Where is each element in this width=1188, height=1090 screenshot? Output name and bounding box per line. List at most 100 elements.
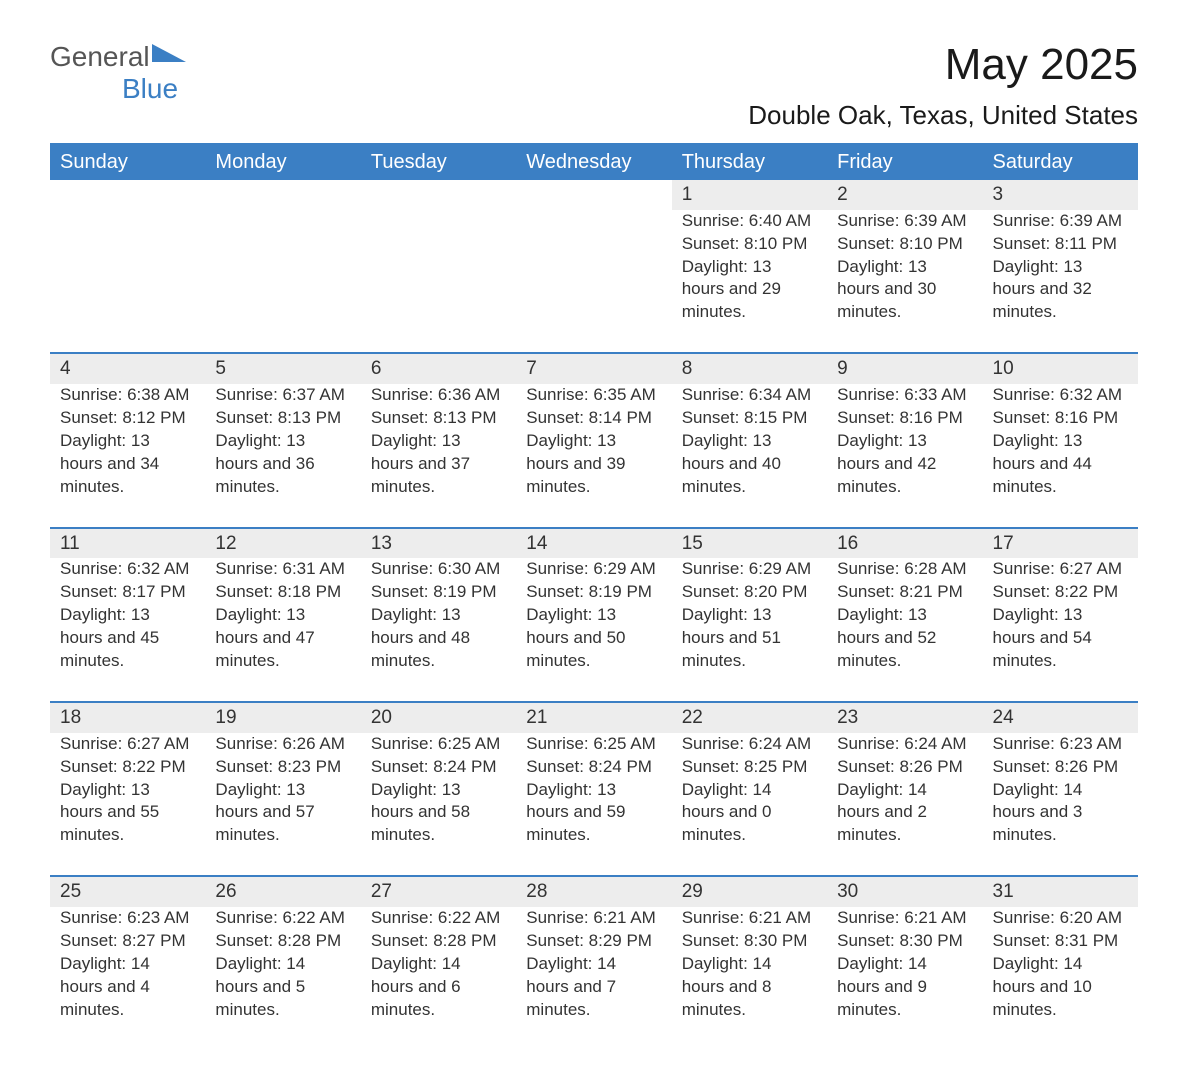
sunrise-text: Sunrise: 6:24 AM — [682, 733, 817, 756]
day-detail-cell: Sunrise: 6:22 AMSunset: 8:28 PMDaylight:… — [205, 907, 360, 1050]
sunrise-text: Sunrise: 6:32 AM — [993, 384, 1128, 407]
day-detail-cell: Sunrise: 6:31 AMSunset: 8:18 PMDaylight:… — [205, 558, 360, 702]
day-number-cell: 17 — [983, 528, 1138, 559]
brand-sub: Blue — [122, 73, 178, 104]
day-number-cell: 24 — [983, 702, 1138, 733]
sunrise-text: Sunrise: 6:38 AM — [60, 384, 195, 407]
daylight-text: Daylight: 14 hours and 4 minutes. — [60, 953, 195, 1022]
day-detail-cell: Sunrise: 6:21 AMSunset: 8:30 PMDaylight:… — [672, 907, 827, 1050]
sunrise-text: Sunrise: 6:30 AM — [371, 558, 506, 581]
sunrise-text: Sunrise: 6:20 AM — [993, 907, 1128, 930]
weekday-header: Sunday — [50, 144, 205, 180]
sunrise-text: Sunrise: 6:22 AM — [215, 907, 350, 930]
sunset-text: Sunset: 8:10 PM — [837, 233, 972, 256]
sunset-text: Sunset: 8:28 PM — [215, 930, 350, 953]
day-number-cell: 29 — [672, 876, 827, 907]
day-number-cell: 20 — [361, 702, 516, 733]
day-number-cell: 13 — [361, 528, 516, 559]
day-detail-cell: Sunrise: 6:20 AMSunset: 8:31 PMDaylight:… — [983, 907, 1138, 1050]
brand-main: General — [50, 41, 150, 72]
day-number-cell: 6 — [361, 353, 516, 384]
day-number-cell: 26 — [205, 876, 360, 907]
daylight-text: Daylight: 13 hours and 36 minutes. — [215, 430, 350, 499]
sunset-text: Sunset: 8:21 PM — [837, 581, 972, 604]
day-detail-cell: Sunrise: 6:33 AMSunset: 8:16 PMDaylight:… — [827, 384, 982, 528]
day-number-cell — [361, 180, 516, 210]
sunset-text: Sunset: 8:28 PM — [371, 930, 506, 953]
sunrise-text: Sunrise: 6:32 AM — [60, 558, 195, 581]
day-detail-cell: Sunrise: 6:37 AMSunset: 8:13 PMDaylight:… — [205, 384, 360, 528]
sunrise-text: Sunrise: 6:21 AM — [682, 907, 817, 930]
sunset-text: Sunset: 8:14 PM — [526, 407, 661, 430]
day-detail-cell: Sunrise: 6:25 AMSunset: 8:24 PMDaylight:… — [361, 733, 516, 877]
month-title: May 2025 — [748, 40, 1138, 90]
sunset-text: Sunset: 8:10 PM — [682, 233, 817, 256]
sunrise-text: Sunrise: 6:40 AM — [682, 210, 817, 233]
sunrise-text: Sunrise: 6:37 AM — [215, 384, 350, 407]
day-number-cell: 2 — [827, 180, 982, 210]
day-detail-cell — [516, 210, 671, 354]
day-detail-cell: Sunrise: 6:24 AMSunset: 8:26 PMDaylight:… — [827, 733, 982, 877]
weekday-header: Wednesday — [516, 144, 671, 180]
sunset-text: Sunset: 8:13 PM — [215, 407, 350, 430]
sunset-text: Sunset: 8:12 PM — [60, 407, 195, 430]
sunset-text: Sunset: 8:22 PM — [993, 581, 1128, 604]
day-detail-cell — [361, 210, 516, 354]
sunrise-text: Sunrise: 6:25 AM — [526, 733, 661, 756]
daylight-text: Daylight: 14 hours and 9 minutes. — [837, 953, 972, 1022]
sunrise-text: Sunrise: 6:26 AM — [215, 733, 350, 756]
daylight-text: Daylight: 13 hours and 42 minutes. — [837, 430, 972, 499]
sunrise-text: Sunrise: 6:27 AM — [993, 558, 1128, 581]
day-number-cell: 3 — [983, 180, 1138, 210]
sunset-text: Sunset: 8:26 PM — [993, 756, 1128, 779]
day-number-cell: 28 — [516, 876, 671, 907]
day-detail-cell: Sunrise: 6:27 AMSunset: 8:22 PMDaylight:… — [50, 733, 205, 877]
sunset-text: Sunset: 8:27 PM — [60, 930, 195, 953]
day-number-cell: 25 — [50, 876, 205, 907]
sunset-text: Sunset: 8:26 PM — [837, 756, 972, 779]
sunset-text: Sunset: 8:16 PM — [993, 407, 1128, 430]
day-detail-cell: Sunrise: 6:21 AMSunset: 8:29 PMDaylight:… — [516, 907, 671, 1050]
daylight-text: Daylight: 14 hours and 10 minutes. — [993, 953, 1128, 1022]
daylight-text: Daylight: 14 hours and 5 minutes. — [215, 953, 350, 1022]
daylight-text: Daylight: 13 hours and 55 minutes. — [60, 779, 195, 848]
day-detail-cell: Sunrise: 6:29 AMSunset: 8:20 PMDaylight:… — [672, 558, 827, 702]
day-detail-cell: Sunrise: 6:36 AMSunset: 8:13 PMDaylight:… — [361, 384, 516, 528]
day-detail-cell: Sunrise: 6:32 AMSunset: 8:16 PMDaylight:… — [983, 384, 1138, 528]
sunrise-text: Sunrise: 6:22 AM — [371, 907, 506, 930]
day-number-cell: 8 — [672, 353, 827, 384]
day-detail-cell: Sunrise: 6:34 AMSunset: 8:15 PMDaylight:… — [672, 384, 827, 528]
title-block: May 2025 Double Oak, Texas, United State… — [748, 40, 1138, 143]
sunrise-text: Sunrise: 6:36 AM — [371, 384, 506, 407]
day-number-cell: 14 — [516, 528, 671, 559]
sunrise-text: Sunrise: 6:21 AM — [837, 907, 972, 930]
daylight-text: Daylight: 14 hours and 2 minutes. — [837, 779, 972, 848]
sunrise-text: Sunrise: 6:35 AM — [526, 384, 661, 407]
sunset-text: Sunset: 8:22 PM — [60, 756, 195, 779]
day-number-cell: 16 — [827, 528, 982, 559]
daylight-text: Daylight: 13 hours and 50 minutes. — [526, 604, 661, 673]
daylight-text: Daylight: 14 hours and 6 minutes. — [371, 953, 506, 1022]
sunset-text: Sunset: 8:25 PM — [682, 756, 817, 779]
sunrise-text: Sunrise: 6:29 AM — [682, 558, 817, 581]
sunset-text: Sunset: 8:30 PM — [837, 930, 972, 953]
sunset-text: Sunset: 8:23 PM — [215, 756, 350, 779]
day-detail-cell: Sunrise: 6:22 AMSunset: 8:28 PMDaylight:… — [361, 907, 516, 1050]
daylight-text: Daylight: 13 hours and 30 minutes. — [837, 256, 972, 325]
sunset-text: Sunset: 8:29 PM — [526, 930, 661, 953]
sunset-text: Sunset: 8:24 PM — [371, 756, 506, 779]
daylight-text: Daylight: 13 hours and 59 minutes. — [526, 779, 661, 848]
sunset-text: Sunset: 8:16 PM — [837, 407, 972, 430]
day-detail-cell: Sunrise: 6:32 AMSunset: 8:17 PMDaylight:… — [50, 558, 205, 702]
daylight-text: Daylight: 13 hours and 48 minutes. — [371, 604, 506, 673]
daylight-text: Daylight: 13 hours and 52 minutes. — [837, 604, 972, 673]
brand-logo: General Blue — [50, 40, 186, 105]
sunrise-text: Sunrise: 6:27 AM — [60, 733, 195, 756]
weekday-header: Saturday — [983, 144, 1138, 180]
sunrise-text: Sunrise: 6:23 AM — [993, 733, 1128, 756]
daylight-text: Daylight: 13 hours and 54 minutes. — [993, 604, 1128, 673]
sunrise-text: Sunrise: 6:33 AM — [837, 384, 972, 407]
daylight-text: Daylight: 13 hours and 37 minutes. — [371, 430, 506, 499]
day-number-cell: 1 — [672, 180, 827, 210]
daylight-text: Daylight: 13 hours and 40 minutes. — [682, 430, 817, 499]
